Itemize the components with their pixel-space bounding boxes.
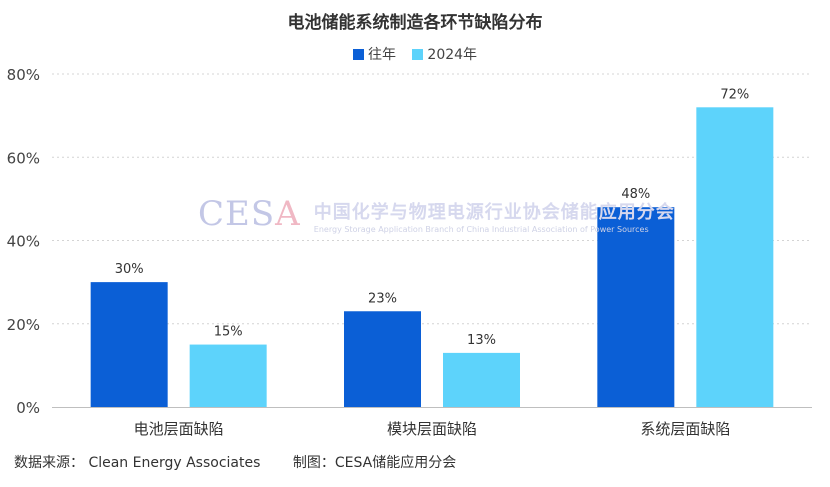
bar — [189, 344, 267, 407]
data-label: 48% — [621, 187, 650, 202]
footer: 数据来源： Clean Energy Associates 制图：CESA储能应… — [14, 452, 484, 472]
legend-label-2024: 2024年 — [427, 47, 478, 63]
y-tick-label: 40% — [7, 233, 40, 251]
x-tick-label: 系统层面缺陷 — [640, 420, 730, 438]
data-source: 数据来源： Clean Energy Associates — [14, 455, 261, 471]
bar — [344, 311, 421, 407]
y-tick-label: 0% — [16, 399, 40, 417]
watermark-name-cn: 中国化学与物理电源行业协会储能应用分会 — [313, 202, 675, 223]
watermark-name-en: Energy Storage Application Branch of Chi… — [313, 225, 649, 234]
legend-swatch-2024 — [412, 49, 424, 60]
y-tick-label: 80% — [7, 66, 40, 84]
legend-label-past: 往年 — [367, 47, 396, 63]
watermark-logo: CESA — [198, 194, 301, 234]
watermark-logo-main: CES — [198, 194, 276, 234]
watermark-logo-accent: A — [275, 194, 301, 234]
bar — [90, 282, 168, 407]
y-tick-label: 20% — [7, 316, 40, 334]
chart-credit: 制图：CESA储能应用分会 — [292, 455, 457, 471]
bar — [696, 107, 774, 408]
data-label: 15% — [214, 325, 243, 340]
chart-title: 电池储能系统制造各环节缺陷分布 — [287, 13, 543, 33]
data-label: 23% — [368, 291, 397, 306]
watermark: CESA 中国化学与物理电源行业协会储能应用分会 Energy Storage … — [198, 194, 675, 234]
legend-item-2024: 2024年 — [412, 44, 477, 64]
data-label: 30% — [115, 262, 144, 277]
y-tick-label: 60% — [7, 149, 40, 167]
bar — [443, 352, 520, 407]
bar — [597, 207, 675, 407]
data-label: 13% — [467, 333, 496, 348]
legend: 往年 2024年 — [0, 44, 830, 64]
x-tick-label: 模块层面缺陷 — [387, 420, 477, 438]
data-label: 72% — [720, 87, 749, 102]
watermark-text: 中国化学与物理电源行业协会储能应用分会 Energy Storage Appli… — [314, 194, 675, 234]
legend-item-past: 往年 — [352, 44, 396, 64]
legend-swatch-past — [352, 49, 364, 60]
x-tick-label: 电池层面缺陷 — [134, 420, 224, 438]
